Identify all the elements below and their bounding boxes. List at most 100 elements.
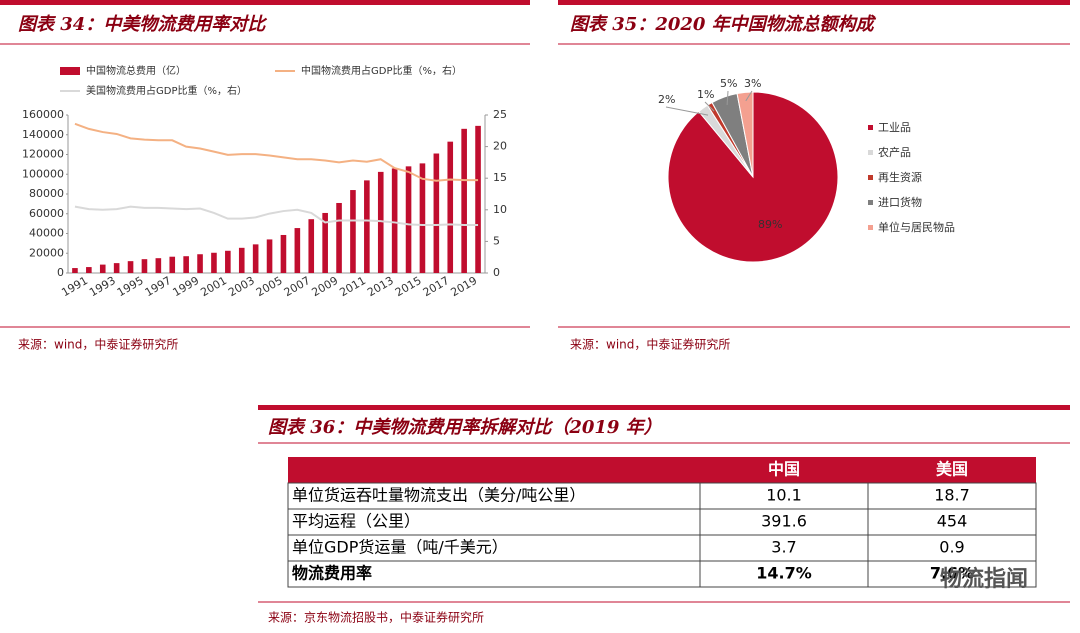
value-label: 1% — [697, 88, 714, 101]
bar — [405, 166, 412, 273]
table-cell: 454 — [937, 512, 968, 531]
bar — [294, 228, 301, 273]
bar — [377, 171, 384, 273]
table-header-bg — [288, 457, 1036, 483]
legend-label: 再生资源 — [878, 170, 922, 184]
bar — [350, 190, 356, 273]
bar — [336, 202, 342, 273]
x-tick-label: 2001 — [198, 274, 229, 299]
value-label: 89% — [758, 218, 782, 231]
source: 来源：wind，中泰证券研究所 — [18, 337, 178, 352]
table-cell: 7.6% — [930, 564, 974, 583]
header-cell: 中国 — [768, 460, 800, 479]
bar — [225, 250, 231, 273]
y2-tick-label: 25 — [493, 108, 507, 121]
legend-label: 进口货物 — [878, 195, 922, 209]
table-cell: 18.7 — [934, 486, 970, 505]
value-label: 5% — [720, 77, 737, 90]
bar — [211, 252, 217, 273]
x-tick-label: 2003 — [226, 274, 257, 299]
x-tick-label: 2009 — [310, 274, 341, 299]
bar — [113, 263, 120, 273]
legend-swatch — [868, 150, 873, 155]
legend-swatch — [868, 225, 873, 230]
table-cell: 3.7 — [771, 538, 796, 557]
bar — [461, 128, 467, 273]
legend-swatch — [60, 67, 80, 75]
title-bar — [0, 0, 530, 5]
source: 来源：wind，中泰证券研究所 — [570, 337, 730, 352]
leader-line — [665, 106, 709, 116]
bar — [127, 261, 134, 273]
legend-label: 中国物流费用占GDP比重（%，右） — [301, 64, 462, 77]
y2-tick-label: 0 — [493, 266, 500, 279]
y-tick-label: 160000 — [22, 108, 64, 121]
legend-swatch — [868, 125, 873, 130]
bar — [183, 256, 189, 273]
x-tick-label: 1997 — [143, 274, 174, 299]
bar — [364, 180, 370, 273]
x-tick-label: 2005 — [254, 274, 285, 299]
legend-label: 美国物流费用占GDP比重（%，右） — [86, 84, 247, 97]
watermark: 物流指闻 — [940, 566, 1028, 592]
bar — [391, 168, 398, 273]
y-tick-label: 120000 — [22, 148, 64, 161]
pie-slice — [736, 91, 754, 178]
legend-swatch — [868, 175, 873, 180]
row-border — [287, 560, 1037, 588]
table-cell: 平均运程（公里） — [292, 512, 420, 531]
table-cell: 10.1 — [766, 486, 802, 505]
bar — [169, 256, 176, 273]
bar — [475, 125, 481, 273]
table-cell: 14.7% — [756, 564, 812, 583]
title-bar — [258, 405, 1070, 410]
legend-label: 中国物流总费用（亿） — [86, 64, 186, 77]
source: 来源：京东物流招股书，中泰证券研究所 — [268, 610, 484, 625]
y-tick-label: 60000 — [29, 207, 64, 220]
bar — [308, 219, 315, 273]
header-cell: 美国 — [936, 460, 968, 479]
table-cell: 物流费用率 — [292, 564, 372, 583]
bar — [155, 258, 162, 273]
chart-title: 图表 35：2020 年中国物流总额构成 — [570, 14, 877, 35]
bar — [141, 259, 148, 273]
line — [74, 122, 479, 182]
bar — [433, 153, 440, 273]
y2-tick-label: 15 — [493, 171, 507, 184]
x-tick-label: 2011 — [337, 274, 368, 299]
bar — [447, 141, 454, 273]
bar — [280, 234, 287, 273]
y-tick-label: 20000 — [29, 246, 64, 259]
y2-tick-label: 20 — [493, 140, 507, 153]
x-tick-label: 2015 — [393, 274, 424, 299]
table-cell: 单位货运吞吐量物流支出（美分/吨公里） — [292, 486, 585, 505]
y2-tick-label: 5 — [493, 234, 500, 247]
y-tick-label: 40000 — [29, 227, 64, 240]
table-title: 图表 36：中美物流费用率拆解对比（2019 年） — [268, 417, 662, 438]
x-tick-label: 1995 — [115, 274, 146, 299]
x-tick-label: 2017 — [421, 274, 452, 299]
bar — [197, 254, 203, 273]
value-label: 2% — [658, 93, 675, 106]
legend-swatch — [868, 200, 873, 205]
bar — [99, 264, 106, 273]
y-tick-label: 80000 — [29, 187, 64, 200]
y-tick-label: 100000 — [22, 167, 64, 180]
x-tick-label: 1993 — [87, 274, 118, 299]
bar — [266, 239, 273, 273]
bar — [72, 268, 78, 273]
x-tick-label: 2007 — [282, 274, 313, 299]
legend-label: 工业品 — [878, 121, 911, 134]
table-cell: 0.9 — [939, 538, 964, 557]
y2-tick-label: 10 — [493, 203, 507, 216]
y-tick-label: 0 — [57, 266, 64, 279]
bar — [86, 267, 92, 273]
bar — [322, 212, 328, 273]
table-cell: 单位GDP货运量（吨/千美元） — [292, 538, 508, 557]
y-tick-label: 140000 — [22, 128, 64, 141]
title-bar — [558, 0, 1070, 5]
bar — [238, 247, 245, 273]
